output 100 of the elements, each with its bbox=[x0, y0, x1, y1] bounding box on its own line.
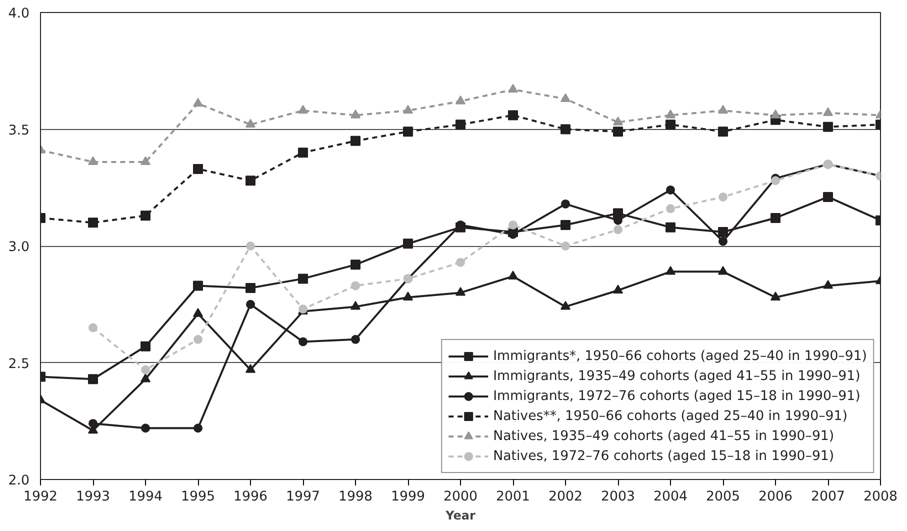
point bbox=[194, 334, 202, 344]
point bbox=[193, 280, 203, 291]
point bbox=[140, 373, 150, 382]
x-tick-label: 1998 bbox=[338, 490, 372, 504]
point bbox=[194, 424, 202, 433]
y-tick-label: 3.0 bbox=[8, 240, 30, 255]
legend-label: Natives, 1972–76 cohorts (aged 15–18 in 1990–91) bbox=[493, 448, 834, 464]
point bbox=[666, 185, 675, 194]
point bbox=[140, 156, 150, 166]
point bbox=[403, 292, 413, 300]
point bbox=[718, 192, 728, 202]
point bbox=[560, 124, 570, 134]
point bbox=[666, 120, 676, 130]
x-tick-label: 1999 bbox=[391, 490, 425, 504]
point bbox=[246, 176, 256, 186]
point bbox=[666, 222, 676, 232]
point bbox=[298, 274, 308, 284]
point bbox=[403, 126, 413, 137]
point bbox=[246, 364, 256, 373]
point bbox=[351, 281, 360, 290]
x-tick-label: 2002 bbox=[548, 490, 582, 504]
point bbox=[141, 365, 150, 374]
y-tick-label: 2.0 bbox=[8, 474, 30, 488]
point bbox=[456, 287, 466, 296]
point bbox=[560, 93, 570, 102]
point bbox=[614, 225, 622, 234]
x-tick-label: 2003 bbox=[601, 490, 635, 504]
point bbox=[88, 156, 98, 166]
x-tick-label: 1993 bbox=[76, 490, 110, 504]
point bbox=[613, 126, 623, 137]
point bbox=[613, 284, 623, 294]
point bbox=[770, 110, 780, 118]
point bbox=[246, 283, 256, 294]
point bbox=[298, 148, 308, 158]
point bbox=[88, 323, 98, 332]
legend-label: Immigrants, 1972–76 cohorts (aged 15–18 in 1990–91) bbox=[493, 388, 860, 404]
x-tick-label: 1996 bbox=[234, 490, 268, 504]
point bbox=[508, 270, 518, 280]
point bbox=[140, 210, 150, 221]
point bbox=[823, 192, 833, 202]
point bbox=[508, 220, 518, 230]
y-tick-label: 2.5 bbox=[8, 356, 30, 372]
point bbox=[141, 424, 150, 433]
point bbox=[403, 238, 413, 249]
point bbox=[88, 218, 98, 228]
x-tick-label: 2005 bbox=[706, 490, 740, 504]
point bbox=[718, 126, 728, 137]
point bbox=[823, 107, 833, 116]
y-tick-label: 3.5 bbox=[8, 123, 30, 138]
point bbox=[246, 242, 255, 250]
x-tick-label: 2001 bbox=[496, 490, 530, 504]
point bbox=[246, 118, 256, 128]
point bbox=[823, 280, 833, 289]
point bbox=[560, 220, 570, 230]
x-tick-label: 2008 bbox=[864, 490, 898, 504]
point bbox=[456, 96, 466, 104]
point bbox=[561, 199, 570, 208]
point bbox=[508, 110, 518, 120]
point bbox=[351, 334, 360, 344]
point bbox=[88, 418, 98, 428]
point bbox=[718, 104, 728, 114]
point bbox=[770, 292, 780, 300]
point bbox=[193, 98, 203, 107]
x-tick-label: 2006 bbox=[758, 490, 792, 504]
point bbox=[771, 176, 780, 186]
point bbox=[350, 260, 360, 270]
point bbox=[718, 266, 728, 275]
point bbox=[666, 266, 676, 275]
point bbox=[246, 300, 255, 309]
point bbox=[88, 374, 98, 384]
y-tick-label: 4.0 bbox=[8, 6, 30, 22]
x-tick-label: 1992 bbox=[24, 490, 58, 504]
x-tick-label: 1995 bbox=[181, 490, 215, 504]
point bbox=[193, 308, 203, 317]
point bbox=[718, 236, 728, 246]
point bbox=[456, 120, 466, 130]
point bbox=[193, 164, 203, 174]
point bbox=[403, 104, 413, 114]
point bbox=[508, 84, 518, 93]
point bbox=[140, 341, 150, 352]
x-tick-label: 2004 bbox=[654, 490, 688, 504]
point bbox=[560, 301, 570, 310]
point bbox=[718, 226, 728, 237]
point bbox=[298, 337, 308, 346]
point bbox=[666, 110, 676, 118]
x-tick-label: 2007 bbox=[811, 490, 845, 504]
x-tick-label: 1997 bbox=[286, 490, 320, 504]
point bbox=[298, 104, 308, 114]
x-tick-label: 2000 bbox=[444, 490, 478, 504]
x-axis-title: Year bbox=[444, 508, 476, 522]
point bbox=[613, 116, 623, 126]
legend-label: Natives**, 1950–66 cohorts (aged 25–40 in 1990–91) bbox=[493, 408, 848, 424]
point bbox=[350, 301, 360, 310]
x-tick-label: 1994 bbox=[128, 490, 162, 504]
point bbox=[350, 110, 360, 118]
point bbox=[456, 258, 465, 267]
point bbox=[561, 242, 570, 250]
legend-label: Natives, 1935–49 cohorts (aged 41–55 in 1990–91) bbox=[493, 428, 834, 444]
legend-label: Immigrants, 1935–49 cohorts (aged 41–55 in 1990–91) bbox=[493, 368, 860, 384]
point bbox=[770, 212, 780, 223]
